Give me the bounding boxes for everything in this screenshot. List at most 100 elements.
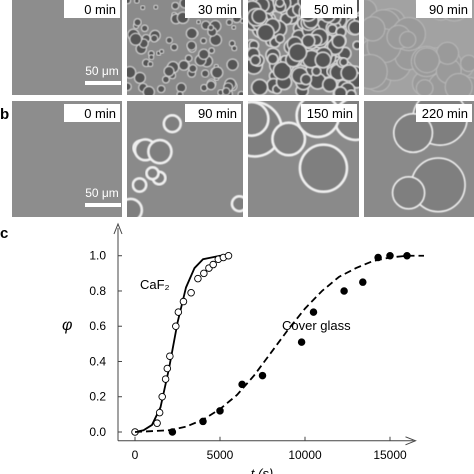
y-tick-label: 1.0 bbox=[89, 249, 106, 263]
droplet bbox=[444, 72, 473, 95]
droplet bbox=[352, 40, 359, 51]
x-axis-label: t (s) bbox=[251, 466, 273, 474]
data-point bbox=[258, 371, 267, 380]
droplet bbox=[226, 58, 239, 71]
droplet bbox=[413, 47, 440, 74]
series-label: Cover glass bbox=[282, 318, 351, 333]
droplet bbox=[230, 195, 243, 213]
data-point bbox=[403, 251, 411, 260]
time-label-box bbox=[185, 104, 241, 122]
droplet bbox=[248, 101, 270, 137]
droplet bbox=[345, 89, 357, 95]
time-label: 90 min bbox=[198, 106, 237, 121]
droplet bbox=[249, 54, 262, 67]
droplet bbox=[436, 41, 460, 65]
droplet bbox=[133, 18, 142, 27]
droplet bbox=[237, 90, 243, 95]
droplet bbox=[208, 47, 215, 54]
y-tick-label: 0.0 bbox=[89, 425, 106, 439]
data-point bbox=[374, 253, 382, 262]
droplet bbox=[272, 61, 292, 81]
droplet bbox=[347, 19, 359, 36]
droplet bbox=[147, 138, 173, 165]
droplet bbox=[299, 73, 313, 86]
droplet bbox=[133, 71, 146, 84]
droplet bbox=[210, 66, 224, 79]
droplet bbox=[392, 112, 434, 154]
x-tick-label: 10000 bbox=[288, 448, 322, 462]
y-tick-label: 0.4 bbox=[89, 354, 106, 368]
scale-bar-label: 50 μm bbox=[85, 186, 119, 200]
droplet bbox=[185, 27, 198, 40]
droplet bbox=[221, 87, 231, 95]
data-point bbox=[163, 364, 172, 373]
x-axis-arrow bbox=[405, 436, 417, 446]
data-point bbox=[200, 269, 208, 278]
micrograph: 50 min bbox=[248, 0, 359, 95]
micrograph: 30 min bbox=[127, 0, 243, 95]
time-label: 90 min bbox=[429, 2, 468, 17]
scale-bar bbox=[85, 81, 121, 85]
droplet bbox=[340, 64, 359, 82]
droplet bbox=[415, 79, 434, 95]
droplet bbox=[207, 24, 215, 31]
time-label: 30 min bbox=[198, 2, 237, 17]
y-tick-label: 0.6 bbox=[89, 319, 106, 333]
time-label: 50 min bbox=[314, 2, 353, 17]
droplet bbox=[161, 75, 170, 84]
time-label-box bbox=[185, 0, 241, 18]
droplet bbox=[127, 66, 137, 79]
y-axis-label: φ bbox=[62, 317, 72, 334]
x-tick-label: 5000 bbox=[207, 448, 234, 462]
data-point bbox=[309, 308, 318, 316]
droplet bbox=[133, 0, 140, 4]
droplet bbox=[250, 78, 269, 95]
droplet bbox=[271, 121, 307, 157]
data-point bbox=[209, 260, 217, 269]
droplet bbox=[256, 23, 275, 42]
data-point bbox=[359, 278, 367, 286]
droplet bbox=[162, 113, 182, 134]
data-point bbox=[158, 392, 166, 401]
droplet bbox=[186, 40, 197, 51]
droplet bbox=[331, 33, 347, 49]
droplet bbox=[176, 90, 184, 95]
data-point bbox=[199, 417, 207, 426]
droplet bbox=[129, 32, 143, 46]
x-tick-label: 0 bbox=[132, 448, 139, 462]
data-point bbox=[216, 407, 224, 415]
droplet bbox=[231, 24, 237, 30]
droplet bbox=[147, 61, 154, 68]
droplet bbox=[364, 53, 388, 90]
time-label: 150 min bbox=[307, 106, 353, 121]
texture bbox=[364, 0, 474, 95]
y-tick-label: 0.8 bbox=[89, 284, 106, 298]
droplet bbox=[140, 4, 146, 11]
droplet bbox=[274, 0, 285, 8]
droplet bbox=[156, 84, 166, 94]
micrograph: 0 min 50 μm bbox=[12, 0, 122, 95]
droplet bbox=[159, 48, 165, 55]
droplet bbox=[178, 59, 190, 71]
droplet bbox=[274, 33, 286, 44]
droplet bbox=[399, 31, 417, 49]
scale-bar-label: 50 μm bbox=[85, 64, 119, 78]
data-point bbox=[172, 322, 180, 330]
data-point bbox=[238, 380, 246, 389]
texture bbox=[248, 0, 359, 95]
data-point bbox=[340, 287, 348, 295]
data-point bbox=[194, 274, 202, 283]
droplet bbox=[127, 82, 132, 92]
droplet bbox=[145, 165, 160, 181]
droplet bbox=[127, 0, 132, 5]
droplet bbox=[460, 54, 474, 72]
x-tick-label: 15000 bbox=[373, 448, 407, 462]
time-label-box bbox=[301, 0, 357, 18]
droplet bbox=[163, 65, 175, 77]
droplet bbox=[198, 48, 210, 61]
data-point bbox=[224, 251, 233, 260]
droplet bbox=[142, 85, 155, 95]
time-label-box bbox=[301, 104, 357, 122]
droplet bbox=[314, 51, 332, 69]
time-label-box bbox=[64, 0, 120, 18]
